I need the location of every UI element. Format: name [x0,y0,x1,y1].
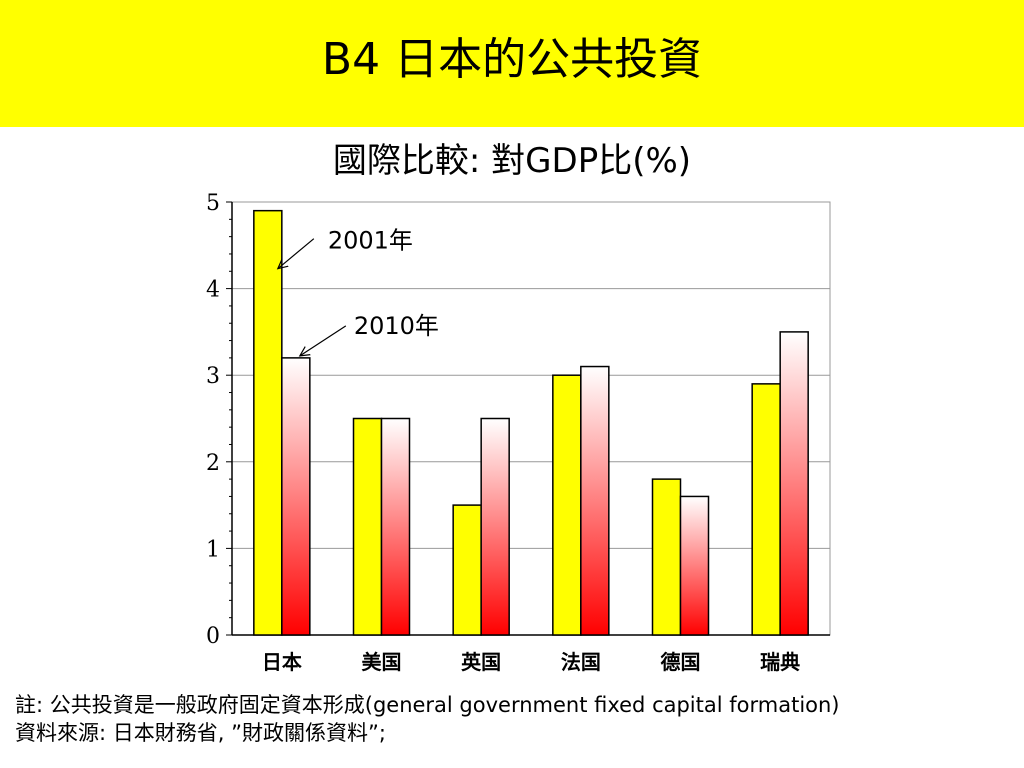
bar-2010 [580,365,610,636]
y-tick-label: 0 [206,624,220,649]
x-tick-label: 德国 [661,650,701,674]
chart-subtitle: 國際比較: 對GDP比(%) [332,141,692,181]
footnote-definition: 註: 公共投資是一般政府固定資本形成(general government fi… [15,693,840,717]
y-tick-label: 4 [206,278,220,303]
title-banner [0,0,1024,127]
series-label-2010: 2010年 [354,312,439,340]
series-label-2001: 2001年 [328,227,413,255]
bar-2001 [552,374,582,636]
x-tick-label: 美国 [362,650,402,674]
slide-title: B4 日本的公共投資 [321,34,703,85]
bar-2010 [380,417,411,636]
bar-2010 [281,357,311,636]
bar-2010 [480,417,510,636]
x-tick-label: 瑞典 [760,650,800,674]
x-tick-label: 法国 [561,650,601,674]
footnote-source: 資料來源: 日本財務省, ”財政關係資料”; [15,721,386,745]
x-tick-label: 日本 [262,650,302,674]
y-tick-label: 1 [206,537,220,562]
y-tick-label: 5 [206,191,220,216]
bar-2001 [352,417,383,636]
legend-arrow-2010 [300,325,347,356]
y-tick-label: 3 [206,364,220,389]
legend-arrow-2001 [278,238,315,269]
bar-2001 [452,504,482,636]
y-tick-label: 2 [206,451,220,476]
bar-2001 [751,383,781,636]
bar-2001 [651,478,682,636]
bar-2001 [253,209,283,636]
bar-2010 [679,495,710,636]
x-tick-label: 英国 [461,650,501,674]
plot-area [231,201,831,636]
bar-2010 [779,331,809,636]
